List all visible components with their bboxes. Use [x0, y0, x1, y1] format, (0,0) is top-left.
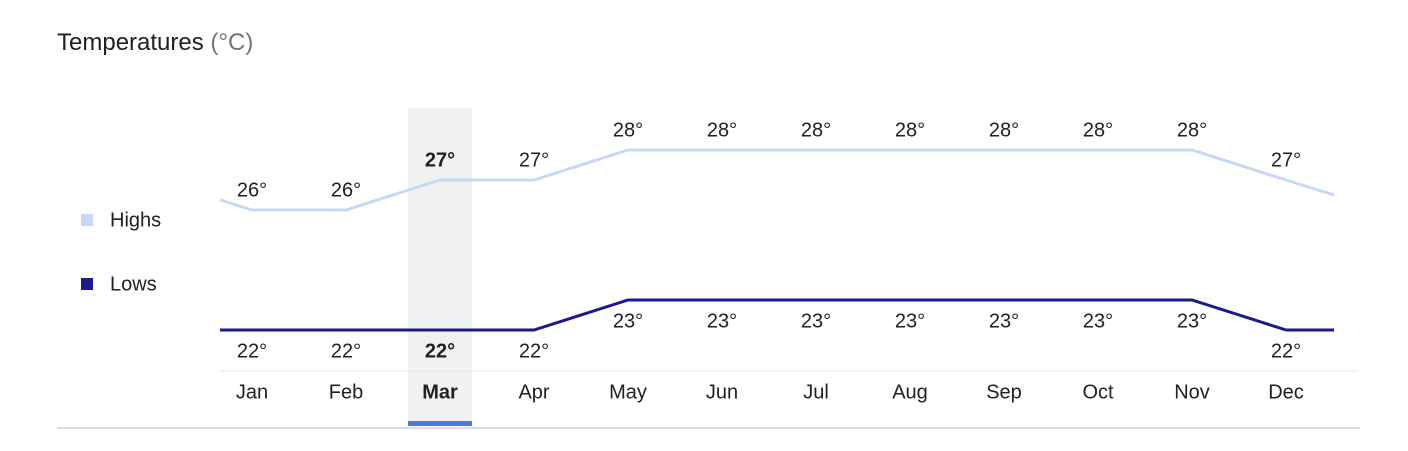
edge-stub [219, 198, 253, 212]
edge-stub [1285, 178, 1335, 197]
value-label: 23° [989, 310, 1019, 332]
value-label: 28° [1083, 119, 1113, 141]
x-tick-label: Jun [706, 381, 738, 403]
value-label: 22° [425, 340, 455, 362]
value-label: 22° [331, 340, 361, 362]
unit-text: (°C) [210, 29, 253, 56]
chart-title: Temperatures (°C) [57, 29, 253, 56]
series-line [252, 298, 1287, 332]
value-label: 27° [519, 149, 549, 171]
x-tick-label: Nov [1174, 381, 1210, 403]
x-tick-label: Jul [803, 381, 829, 403]
x-tick-label: Aug [892, 381, 928, 403]
x-tick-label: Dec [1268, 381, 1304, 403]
value-label: 27° [1271, 149, 1301, 171]
title-text: Temperatures [57, 29, 204, 56]
x-tick-label: Sep [986, 381, 1022, 403]
value-label: 28° [801, 119, 831, 141]
x-tick-label: Jan [236, 381, 268, 403]
value-label: 23° [1177, 310, 1207, 332]
value-label: 28° [613, 119, 643, 141]
value-label: 28° [895, 119, 925, 141]
value-label: 23° [613, 310, 643, 332]
highlight-band [408, 108, 472, 426]
x-tick-label: Apr [518, 381, 549, 403]
value-label: 23° [1083, 310, 1113, 332]
legend-label: Lows [110, 273, 157, 295]
value-label: 23° [801, 310, 831, 332]
x-tick-label: Oct [1082, 381, 1114, 403]
value-label: 22° [237, 340, 267, 362]
x-tick-label: Mar [422, 381, 458, 403]
legend-label: Highs [110, 209, 161, 231]
value-label: 22° [1271, 340, 1301, 362]
value-label: 27° [425, 149, 455, 171]
value-label: 22° [519, 340, 549, 362]
legend-swatch [81, 278, 93, 290]
value-label: 26° [331, 179, 361, 201]
legend-swatch [81, 214, 93, 226]
value-label: 26° [237, 179, 267, 201]
x-tick-label: May [609, 381, 647, 403]
value-label: 28° [1177, 119, 1207, 141]
series-line [252, 148, 1287, 212]
value-label: 23° [895, 310, 925, 332]
value-label: 23° [707, 310, 737, 332]
x-tick-label: Feb [329, 381, 363, 403]
value-label: 28° [707, 119, 737, 141]
highlight-indicator [408, 421, 472, 426]
value-label: 28° [989, 119, 1019, 141]
